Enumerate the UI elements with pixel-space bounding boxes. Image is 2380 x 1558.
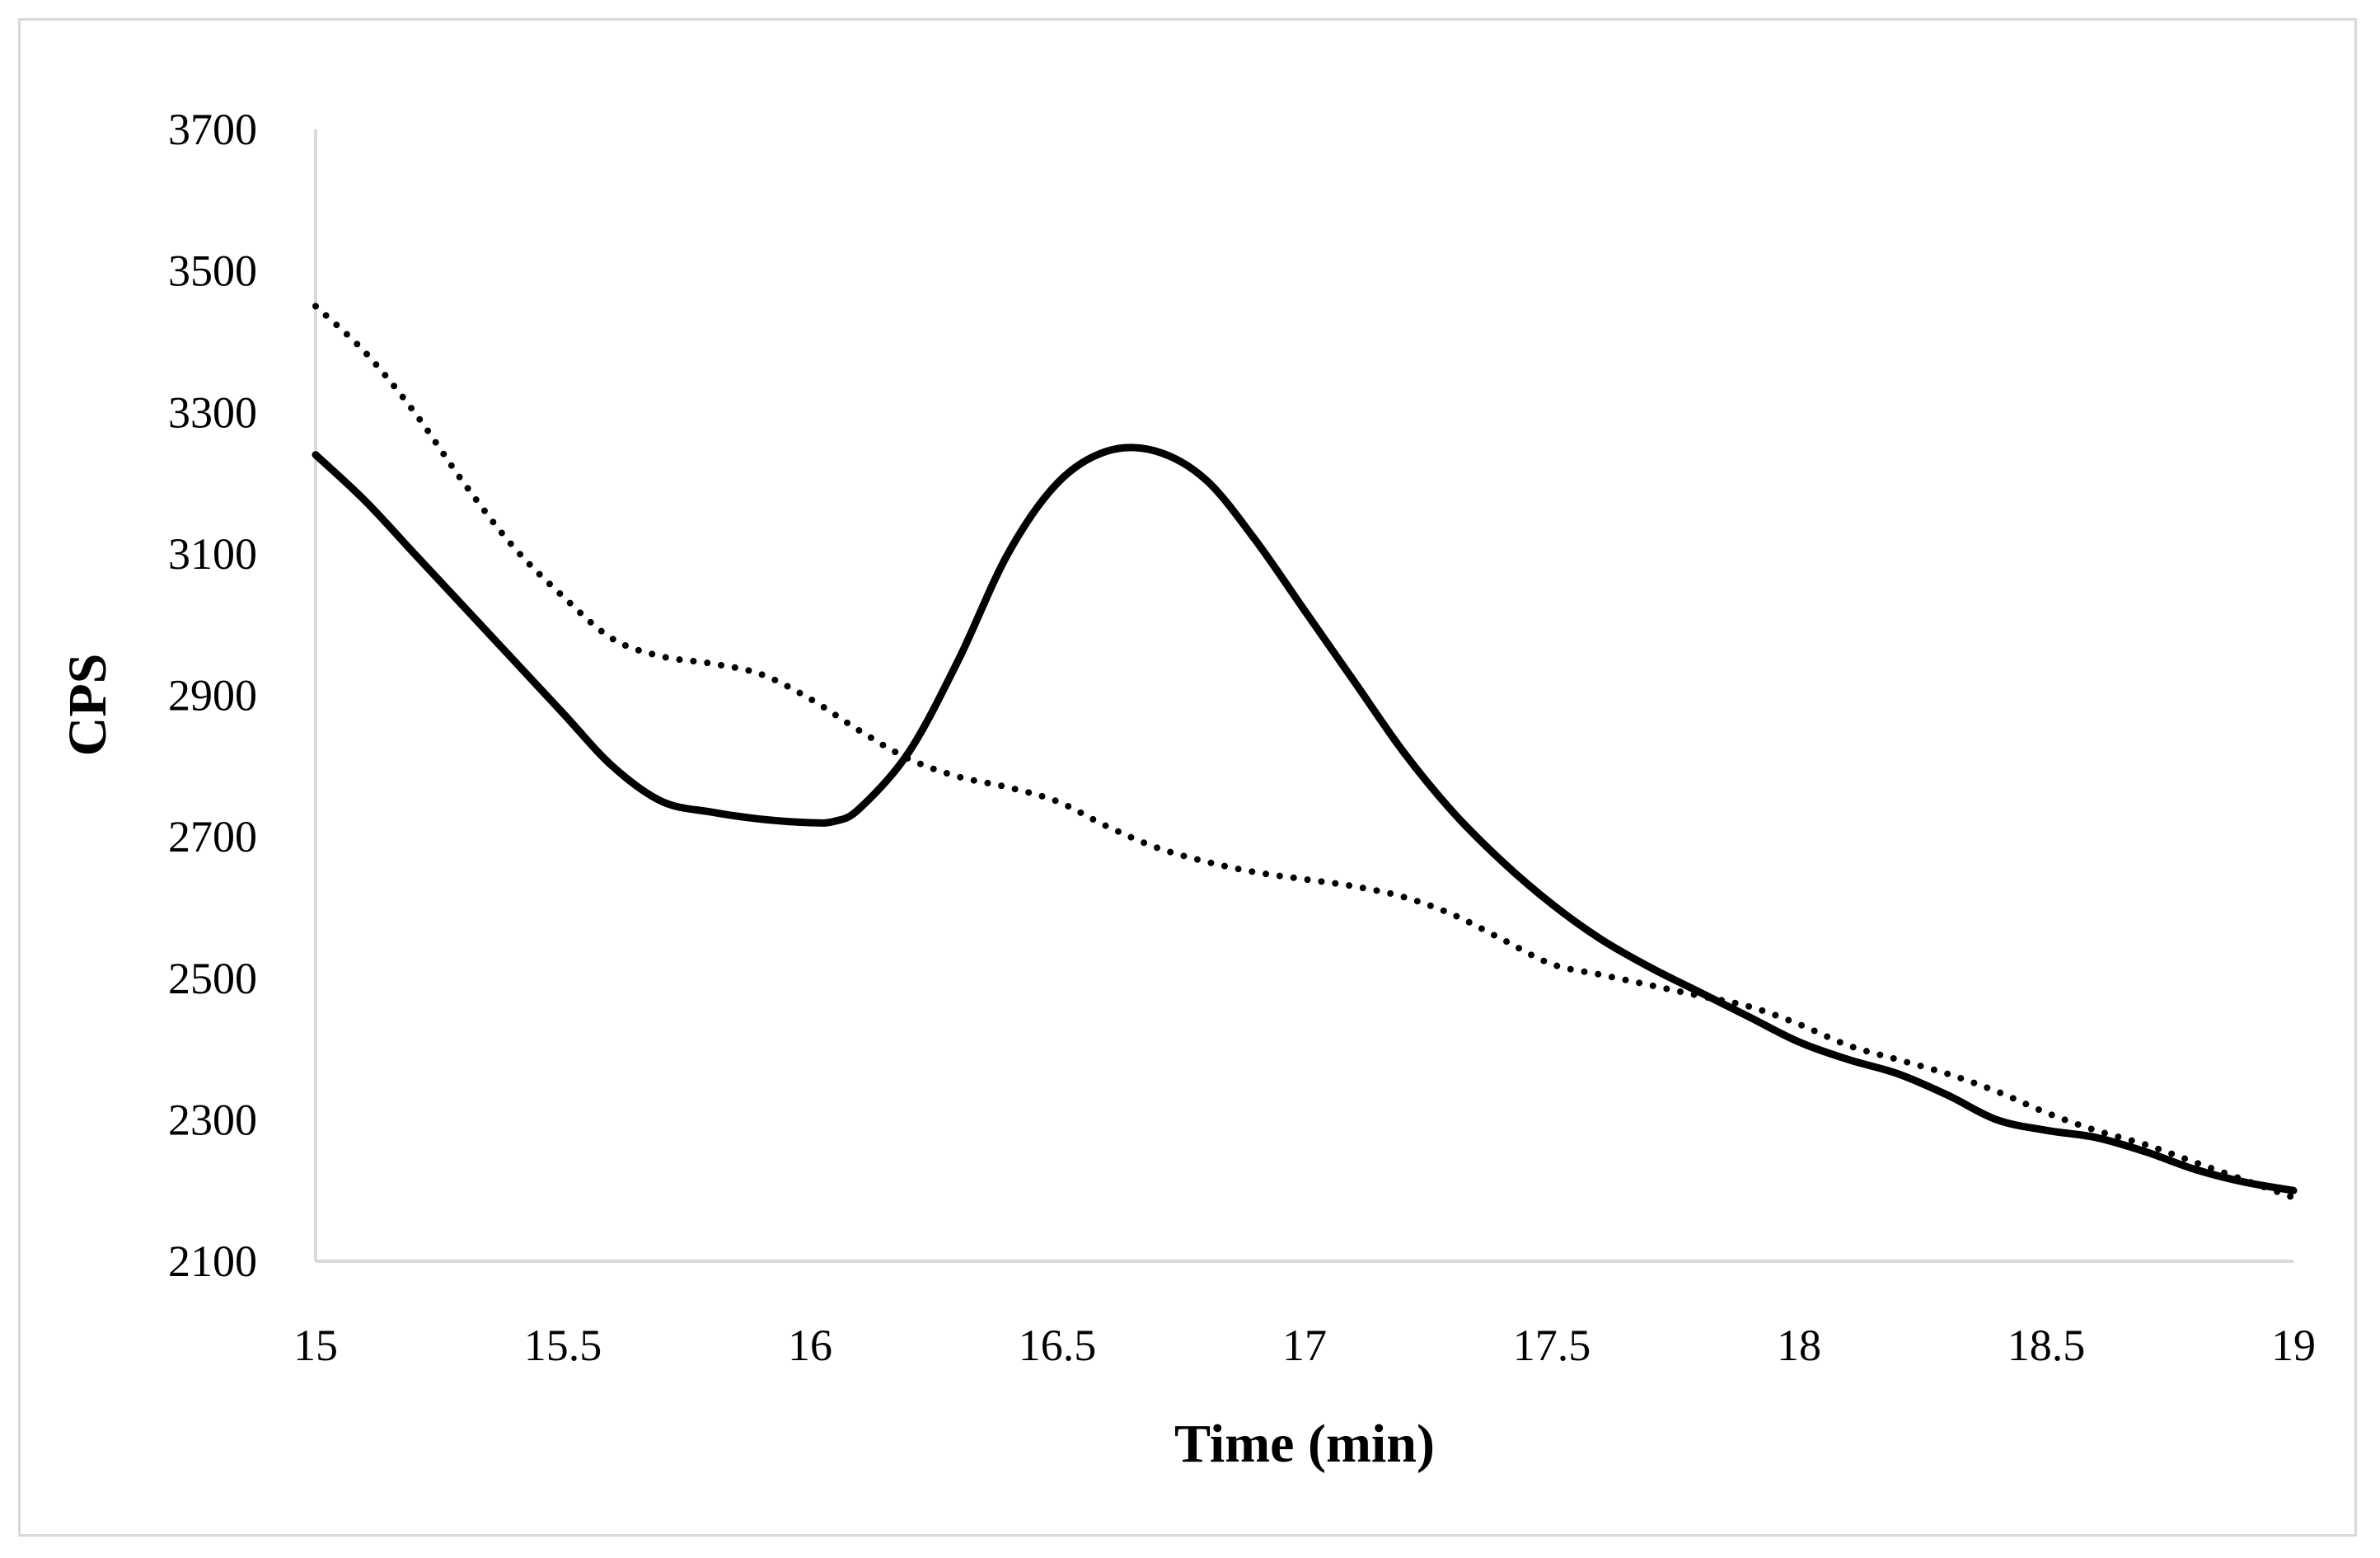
dotted-series-line <box>312 303 2297 1201</box>
x-tick-label: 16 <box>788 1321 832 1370</box>
y-tick-label: 3100 <box>168 529 257 579</box>
y-tick-labels: 2100 2300 2500 2700 2900 3100 3300 3500 3700 <box>168 105 257 1286</box>
x-tick-label: 15.5 <box>524 1321 602 1370</box>
solid-series-line <box>312 443 2298 1194</box>
y-tick-label: 2700 <box>168 812 257 861</box>
y-tick-label: 3300 <box>168 387 257 437</box>
x-tick-label: 19 <box>2271 1321 2316 1370</box>
y-tick-label: 2900 <box>168 671 257 720</box>
x-tick-label: 18.5 <box>2008 1321 2086 1370</box>
x-tick-label: 18 <box>1777 1321 1821 1370</box>
chart-frame <box>18 18 2357 1537</box>
y-tick-label: 2300 <box>168 1095 257 1144</box>
y-tick-label: 2500 <box>168 954 257 1003</box>
y-tick-label: 3700 <box>168 105 257 154</box>
x-tick-label: 17.5 <box>1513 1321 1591 1370</box>
x-tick-label: 16.5 <box>1019 1321 1097 1370</box>
x-tick-labels: 15 15.5 16 16.5 17 17.5 18 18.5 19 <box>293 1321 2316 1370</box>
y-tick-label: 3500 <box>168 246 257 296</box>
x-tick-label: 15 <box>293 1321 338 1370</box>
y-tick-label: 2100 <box>168 1237 257 1286</box>
x-axis-title: Time (min) <box>1174 1414 1435 1474</box>
y-axis-title: CPS <box>58 654 118 757</box>
x-tick-label: 17 <box>1282 1321 1327 1370</box>
